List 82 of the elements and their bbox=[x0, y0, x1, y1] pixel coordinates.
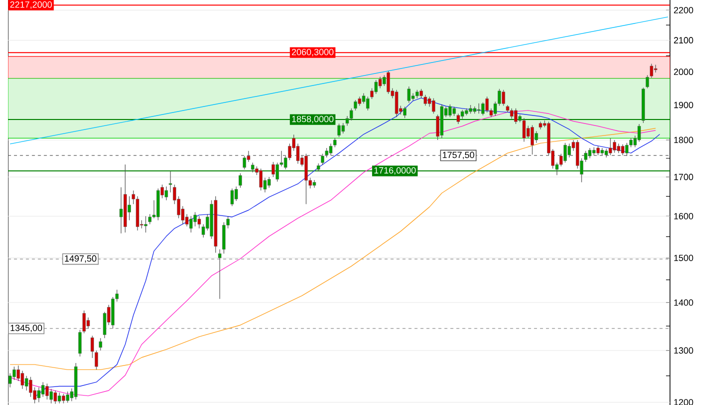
candlestick bbox=[341, 122, 345, 134]
candlestick bbox=[407, 86, 411, 104]
ref-line-label: 2060,3000 bbox=[292, 48, 334, 56]
candlestick bbox=[358, 96, 362, 106]
candlestick bbox=[218, 249, 222, 300]
candlestick bbox=[259, 168, 263, 191]
y-tick-label: 1600 bbox=[674, 213, 694, 220]
candlestick bbox=[238, 172, 242, 188]
ref-line-label: 1345,00 bbox=[10, 324, 42, 332]
y-tick-label: 2000 bbox=[674, 68, 694, 76]
y-tick-label: 1900 bbox=[674, 102, 694, 108]
candlestick bbox=[403, 106, 406, 118]
candlestick bbox=[234, 186, 238, 202]
candlestick bbox=[616, 143, 620, 154]
candlestick bbox=[251, 162, 254, 173]
candlestick bbox=[45, 383, 49, 400]
y-tick-label: 1300 bbox=[674, 347, 694, 354]
candlestick bbox=[638, 124, 641, 142]
y-tick-label: 1400 bbox=[674, 299, 694, 306]
candlestick bbox=[66, 391, 70, 404]
candlestick bbox=[8, 372, 12, 388]
candlestick bbox=[432, 98, 436, 114]
candlestick bbox=[448, 104, 452, 118]
candlestick bbox=[514, 108, 518, 124]
candlestick bbox=[28, 376, 32, 398]
candlestick bbox=[24, 376, 28, 391]
candlestick bbox=[612, 140, 616, 154]
candlestick bbox=[86, 317, 90, 329]
candlestick bbox=[94, 350, 98, 370]
candlestick bbox=[350, 108, 353, 121]
candlestick bbox=[16, 365, 20, 382]
line-series bbox=[10, 128, 656, 370]
candlestick bbox=[456, 113, 460, 124]
candlestick bbox=[164, 186, 168, 201]
candlestick bbox=[510, 108, 514, 120]
candlestick bbox=[20, 370, 24, 390]
candlestick bbox=[588, 148, 592, 159]
candlestick bbox=[378, 76, 382, 89]
candlestick bbox=[198, 216, 201, 229]
candlestick bbox=[62, 393, 66, 404]
candlestick bbox=[366, 96, 370, 111]
y-tick-label: 1800 bbox=[674, 136, 694, 144]
candlestick bbox=[193, 212, 197, 227]
candlestick bbox=[54, 390, 57, 404]
ref-line-label: 1858,0000 bbox=[292, 116, 334, 124]
candlestick bbox=[272, 162, 275, 178]
candlestick bbox=[420, 88, 423, 99]
candlestick bbox=[333, 138, 337, 148]
candlestick bbox=[41, 382, 45, 398]
candlestick bbox=[58, 392, 62, 404]
ref-line-label: 1497,50 bbox=[64, 255, 96, 263]
ref-line-label: 2217,2000 bbox=[10, 1, 52, 9]
candlestick bbox=[267, 176, 271, 188]
ref-line-label: 1716,0000 bbox=[374, 167, 416, 175]
candlestick bbox=[276, 162, 279, 182]
y-tick-label: 2100 bbox=[674, 37, 694, 44]
ref-line-label: 1757,50 bbox=[442, 152, 474, 160]
candlestick bbox=[168, 171, 172, 193]
y-tick-label: 1200 bbox=[674, 399, 694, 405]
candlestick bbox=[374, 80, 378, 94]
candlestick bbox=[230, 188, 234, 206]
candlestick bbox=[534, 130, 538, 144]
candlestick bbox=[502, 90, 506, 106]
candlestick bbox=[646, 74, 650, 89]
y-tick-label: 2200 bbox=[674, 6, 694, 14]
candlestick bbox=[189, 216, 193, 233]
candlestick bbox=[650, 63, 654, 78]
candlestick bbox=[50, 388, 53, 404]
candlestick bbox=[144, 216, 148, 233]
candlestick bbox=[354, 100, 358, 111]
candlestick bbox=[98, 338, 102, 351]
candlestick bbox=[522, 118, 526, 142]
y-tick-label: 1700 bbox=[674, 174, 694, 180]
candlestick bbox=[530, 124, 534, 155]
candlestick bbox=[90, 335, 94, 358]
candlestick bbox=[485, 96, 489, 113]
candlestick bbox=[481, 102, 485, 116]
candlestick bbox=[477, 103, 480, 114]
candlestick bbox=[337, 123, 341, 138]
y-tick-label: 1500 bbox=[674, 254, 694, 262]
candlestick bbox=[119, 187, 123, 234]
candlestick bbox=[394, 90, 398, 118]
